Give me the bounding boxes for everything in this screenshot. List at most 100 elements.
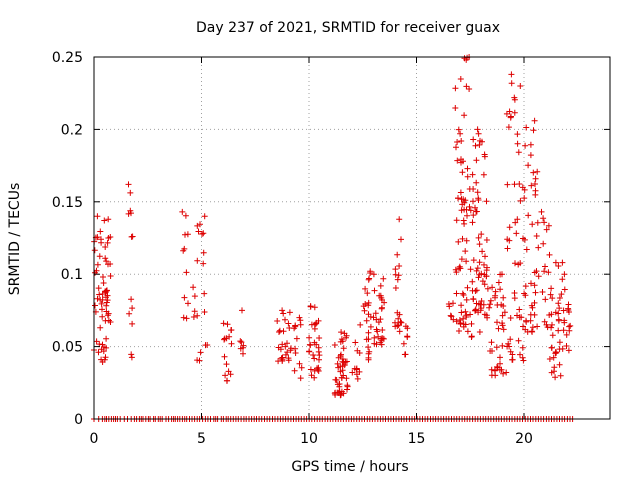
data-point xyxy=(457,321,464,327)
data-point xyxy=(520,323,526,330)
data-point xyxy=(204,342,211,348)
data-point xyxy=(521,236,528,243)
data-point xyxy=(316,356,322,363)
data-point xyxy=(462,321,469,328)
data-point xyxy=(495,279,502,286)
data-point xyxy=(533,268,540,275)
data-point xyxy=(375,333,382,340)
data-point xyxy=(456,328,462,334)
data-point xyxy=(395,315,402,322)
data-point xyxy=(334,381,341,388)
data-point xyxy=(528,328,535,335)
data-point xyxy=(483,237,490,243)
data-point xyxy=(311,325,318,332)
data-point xyxy=(469,219,476,226)
data-point xyxy=(100,274,106,280)
data-point xyxy=(99,313,106,320)
axis-ticks xyxy=(93,56,610,420)
data-point xyxy=(458,302,465,309)
data-point xyxy=(529,304,536,311)
data-point xyxy=(460,292,467,298)
data-point xyxy=(557,372,564,379)
data-point xyxy=(362,285,369,292)
data-point xyxy=(468,320,475,327)
data-point xyxy=(458,256,465,263)
data-point xyxy=(129,305,136,312)
data-point xyxy=(463,312,470,319)
data-point xyxy=(191,293,198,300)
data-point xyxy=(512,260,518,267)
data-point xyxy=(455,238,462,245)
data-point xyxy=(545,269,552,276)
data-point xyxy=(456,263,463,270)
data-point xyxy=(488,366,495,373)
data-point xyxy=(559,276,566,283)
data-point xyxy=(506,108,513,115)
data-point xyxy=(335,354,342,361)
data-point xyxy=(556,295,563,301)
data-point xyxy=(379,304,385,311)
data-point xyxy=(499,271,505,278)
data-point xyxy=(469,171,476,178)
data-point xyxy=(457,130,464,137)
data-point xyxy=(129,233,136,240)
data-point xyxy=(505,124,512,131)
data-point xyxy=(201,290,208,297)
data-point xyxy=(190,284,197,291)
data-point xyxy=(516,181,523,187)
data-point xyxy=(459,235,466,242)
data-point xyxy=(103,302,110,309)
data-point xyxy=(365,344,372,351)
data-point xyxy=(525,212,532,219)
data-point xyxy=(190,314,197,320)
data-point xyxy=(223,361,230,368)
data-point xyxy=(239,307,245,314)
data-point xyxy=(495,325,502,332)
plot-frame xyxy=(93,56,611,420)
data-point xyxy=(200,260,207,267)
data-point xyxy=(331,342,338,348)
data-point xyxy=(561,286,568,293)
data-point xyxy=(102,255,109,262)
data-point xyxy=(96,253,103,260)
data-point xyxy=(565,347,572,354)
data-point xyxy=(459,290,466,297)
data-point xyxy=(360,303,367,310)
data-point xyxy=(475,130,482,137)
data-point xyxy=(338,329,345,336)
data-point xyxy=(499,342,506,349)
data-point xyxy=(461,220,468,227)
data-point xyxy=(463,237,470,244)
x-axis-label: GPS time / hours xyxy=(291,459,408,475)
data-point xyxy=(307,303,314,310)
data-point xyxy=(541,268,548,275)
data-point xyxy=(473,179,480,186)
data-point xyxy=(392,285,399,291)
data-point xyxy=(511,290,518,296)
data-point xyxy=(306,348,313,355)
data-point xyxy=(552,259,559,266)
data-point xyxy=(521,186,528,193)
data-point xyxy=(365,329,372,336)
data-point xyxy=(545,222,552,229)
data-point xyxy=(488,339,495,346)
data-point xyxy=(311,355,318,362)
data-point xyxy=(534,219,541,226)
data-point xyxy=(316,335,323,341)
data-point xyxy=(511,109,518,116)
data-point xyxy=(476,241,483,248)
data-point xyxy=(398,236,404,243)
data-point xyxy=(512,219,519,226)
data-point xyxy=(179,208,186,215)
data-point xyxy=(566,309,572,315)
data-point xyxy=(563,343,570,349)
data-point xyxy=(458,207,465,214)
data-point xyxy=(542,296,549,303)
data-point xyxy=(458,309,465,316)
data-point xyxy=(361,307,368,314)
data-point xyxy=(107,273,114,279)
data-point xyxy=(337,392,344,399)
data-point xyxy=(367,323,374,330)
data-point xyxy=(394,251,401,258)
data-point xyxy=(280,310,287,317)
